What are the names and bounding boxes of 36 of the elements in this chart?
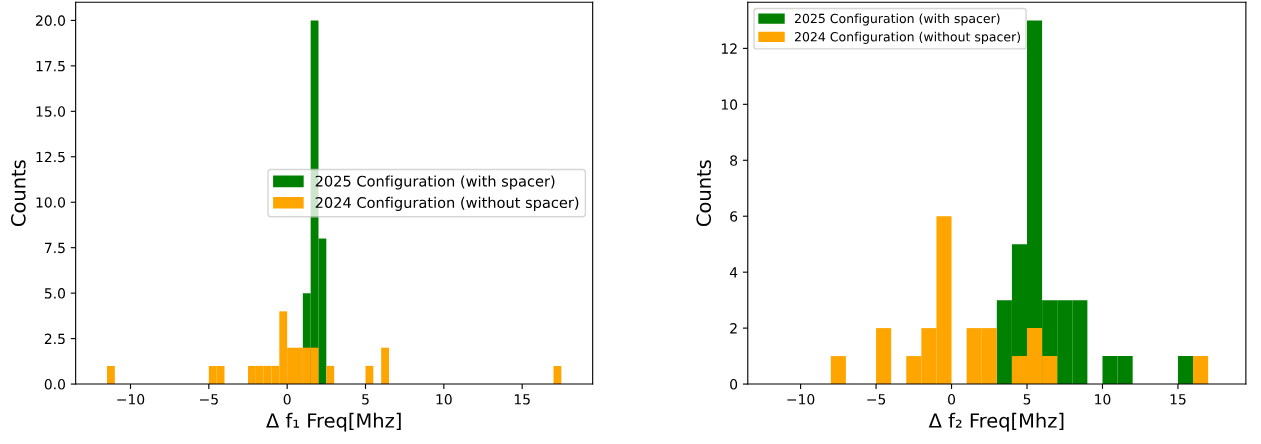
y-tick-label: 12 bbox=[721, 43, 737, 54]
legend-label: 2024 Configuration (without spacer) bbox=[794, 31, 1021, 44]
y-tick-label: 20.0 bbox=[36, 15, 66, 26]
x-tick-label: 0 bbox=[948, 394, 956, 405]
y-tick-label: 0.0 bbox=[44, 379, 66, 390]
x-tick-label: 15 bbox=[514, 394, 530, 405]
x-tick-label: 5 bbox=[362, 394, 369, 405]
y-axis-title: Counts bbox=[10, 160, 26, 226]
y-tick-label: 5.0 bbox=[44, 288, 66, 299]
y-tick-label: 4 bbox=[729, 267, 738, 278]
legend-label: 2024 Configuration (without spacer) bbox=[315, 196, 579, 211]
x-tick-label: 15 bbox=[1170, 394, 1186, 405]
y-tick-label: 6 bbox=[730, 211, 738, 222]
y-axis-title: Counts bbox=[696, 160, 712, 226]
y-tick-label: 2 bbox=[730, 323, 737, 334]
y-tick-label: 0 bbox=[730, 379, 738, 390]
y-tick-label: 17.5 bbox=[36, 61, 65, 72]
x-tick-label: 5 bbox=[1023, 394, 1031, 405]
y-tick-label: 10 bbox=[721, 99, 738, 110]
x-tick-label: −10 bbox=[117, 394, 145, 405]
legend-label: 2025 Configuration (with spacer) bbox=[794, 13, 1000, 26]
x-tick-label: −10 bbox=[787, 394, 815, 405]
y-tick-label: 7.5 bbox=[44, 242, 65, 254]
x-axis-title: Δ f₂ Freq[Mhz] bbox=[928, 412, 1064, 432]
y-tick-label: 10.0 bbox=[36, 197, 66, 208]
x-tick-label: 0 bbox=[283, 394, 291, 405]
y-tick-label: 2.5 bbox=[44, 333, 65, 345]
legend-label: 2025 Configuration (with spacer) bbox=[315, 175, 555, 190]
y-tick-label: 12.5 bbox=[36, 151, 65, 163]
x-tick-label: 10 bbox=[1095, 394, 1111, 405]
y-tick-label: 8 bbox=[730, 155, 738, 166]
x-tick-label: 10 bbox=[436, 394, 452, 405]
y-tick-label: 15.0 bbox=[36, 106, 66, 117]
x-axis-title: Δ f₁ Freq[Mhz] bbox=[266, 412, 401, 432]
x-tick-label: −5 bbox=[867, 394, 886, 405]
x-tick-label: −5 bbox=[200, 394, 218, 405]
